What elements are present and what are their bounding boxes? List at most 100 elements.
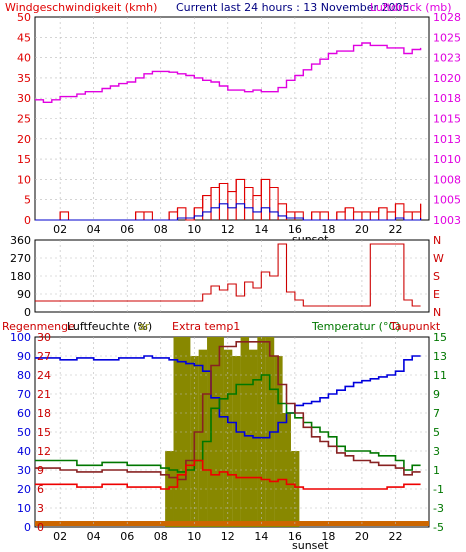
legend-entry: Extra temp1 (172, 320, 240, 333)
y-tick-label: 1013 (433, 133, 461, 146)
x-tick-label: 02 (53, 223, 67, 236)
y-tick-label: 30 (37, 331, 51, 344)
y-tick-label: N (433, 306, 441, 319)
panel-humidity-series (35, 341, 421, 490)
y-tick-label: 7 (433, 407, 440, 420)
panel-wind-pressure-grid (35, 17, 429, 220)
x-tick-label: 14 (254, 530, 268, 543)
y-tick-label: 11 (433, 369, 447, 382)
x-tick-label: 04 (87, 530, 101, 543)
y-tick-label: 360 (10, 234, 31, 247)
x-tick-label: 10 (187, 530, 201, 543)
y-tick-label: 20 (17, 133, 31, 146)
rain-bar (215, 337, 224, 527)
y-tick-label: 0 (37, 521, 44, 534)
humidity-series-line (35, 355, 421, 439)
y-tick-label: 9 (433, 388, 440, 401)
y-tick-label: 10 (17, 173, 31, 186)
dewpoint-series-line (35, 341, 421, 481)
y-tick-label: 0 (24, 214, 31, 227)
rain-bar (232, 356, 241, 527)
panel-direction-series (35, 243, 421, 307)
x-tick-label: 16 (288, 530, 302, 543)
y-tick-label: 180 (10, 270, 31, 283)
x-tick-label: 04 (87, 223, 101, 236)
y-tick-label: 1025 (433, 31, 461, 44)
y-tick-label: -5 (433, 521, 444, 534)
y-tick-label: 20 (17, 483, 31, 496)
y-tick-label: S (433, 270, 440, 283)
direction-series-line (35, 243, 421, 307)
y-tick-label: 3 (433, 445, 440, 458)
panel-direction-y-left-ticks: 0 90 180 270 360 (10, 234, 31, 319)
pressure-series-line (35, 42, 422, 103)
header-right-title: Luftdruck (mb) (370, 1, 452, 14)
rain-baseline-bar (35, 521, 429, 526)
y-tick-label: E (433, 288, 440, 301)
y-tick-label: 3 (37, 502, 44, 515)
panel-humidity-y-left2-ticks: 0 3 6 9 12 15 18 21 24 27 30 (37, 331, 51, 534)
y-tick-label: 21 (37, 388, 51, 401)
y-tick-label: 1015 (433, 113, 461, 126)
panel-humidity-y-left-ticks: 0 10 20 30 40 50 60 70 80 90 100 (10, 331, 31, 534)
y-tick-label: 1028 (433, 11, 461, 24)
temperature-series-line (35, 374, 421, 473)
legend-entry: Regenmenge (2, 320, 75, 333)
rain-bar (173, 337, 183, 527)
y-tick-label: 1023 (433, 52, 461, 65)
y-tick-label: 12 (37, 445, 51, 458)
wind_avg-series-line (35, 203, 422, 221)
legend-entry: Luftfeuchte (%) (67, 320, 152, 333)
y-tick-label: 10 (17, 502, 31, 515)
y-tick-label: 1020 (433, 72, 461, 85)
y-tick-label: N (433, 234, 441, 247)
y-tick-label: 1018 (433, 92, 461, 105)
y-tick-label: W (433, 252, 444, 265)
y-tick-label: -3 (433, 502, 444, 515)
y-tick-label: 5 (433, 426, 440, 439)
rain-bar (198, 349, 208, 527)
y-tick-label: 5 (24, 194, 31, 207)
panel-wind-pressure-series (35, 42, 422, 221)
y-tick-label: 270 (10, 252, 31, 265)
y-tick-label: 1003 (433, 214, 461, 227)
rain-bar (274, 356, 283, 527)
x-tick-label: 12 (221, 530, 235, 543)
x-tick-label: 10 (187, 223, 201, 236)
legend-entry: Temperatur (°C) (311, 320, 400, 333)
legend-entry: Taupunkt (389, 320, 441, 333)
y-tick-label: 27 (37, 350, 51, 363)
y-tick-label: 1008 (433, 173, 461, 186)
y-tick-label: 1 (433, 464, 440, 477)
panel-wind-pressure-y-left-ticks: 0 5 10 15 20 25 30 35 40 45 50 (17, 11, 31, 227)
x-tick-label: 02 (53, 530, 67, 543)
y-tick-label: 6 (37, 483, 44, 496)
y-tick-label: 70 (17, 388, 31, 401)
x-tick-label: 20 (355, 223, 369, 236)
y-tick-label: 90 (17, 350, 31, 363)
y-tick-label: 15 (37, 426, 51, 439)
x-tick-label: 22 (388, 530, 402, 543)
y-tick-label: 1010 (433, 153, 461, 166)
y-tick-label: 0 (24, 521, 31, 534)
x-tick-label: 20 (355, 530, 369, 543)
extra_temp-series-line (35, 459, 421, 490)
panel-humidity-x-ticks: 02 04 06 08 10 12 14 16 18 20 22 (53, 530, 402, 543)
y-tick-label: 15 (433, 331, 447, 344)
y-tick-label: 45 (17, 31, 31, 44)
y-tick-label: 18 (37, 407, 51, 420)
y-tick-label: -1 (433, 483, 444, 496)
panel-humidity-x-label: sunset (292, 539, 329, 552)
x-tick-label: 18 (321, 223, 335, 236)
y-tick-label: 9 (37, 464, 44, 477)
y-tick-label: 30 (17, 464, 31, 477)
y-tick-label: 80 (17, 369, 31, 382)
x-tick-label: 08 (154, 223, 168, 236)
y-tick-label: 0 (24, 306, 31, 319)
y-tick-label: 50 (17, 11, 31, 24)
panel-direction-grid (35, 240, 429, 312)
header-center-title: Current last 24 hours : 13 November 2005 (176, 1, 409, 14)
legend-entry-extra: ar (138, 320, 150, 333)
